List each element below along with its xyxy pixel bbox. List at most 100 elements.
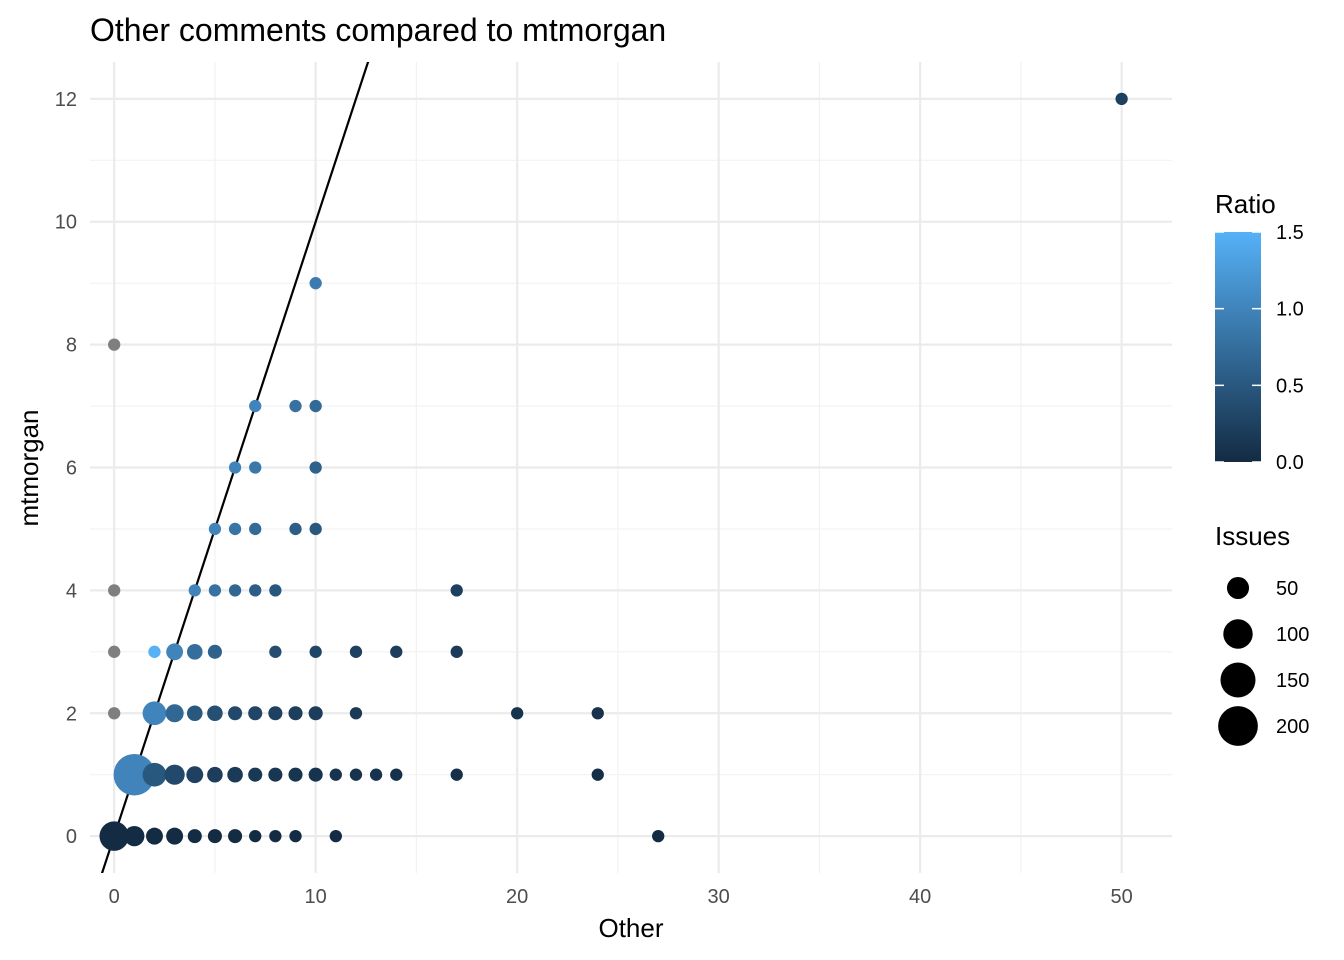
issues-legend-key (1220, 662, 1256, 698)
data-point (308, 706, 323, 721)
data-point (269, 829, 282, 843)
data-point (186, 644, 203, 660)
data-point (309, 522, 322, 536)
data-point (207, 766, 223, 783)
colorbar-tick-label: 0.5 (1276, 375, 1304, 397)
data-point (108, 707, 121, 720)
data-point (113, 753, 156, 796)
data-point (166, 643, 184, 661)
data-point (329, 829, 342, 843)
data-point (390, 645, 403, 658)
data-point (207, 705, 223, 722)
x-axis-title: Other (598, 913, 663, 943)
colorbar-tick-label: 1.5 (1276, 222, 1304, 244)
issues-legend-key (1226, 576, 1250, 600)
data-point (188, 584, 201, 597)
y-tick-label: 4 (66, 580, 77, 602)
x-tick-label: 40 (909, 886, 931, 908)
data-point (142, 701, 167, 726)
data-point (349, 645, 363, 658)
ratio-colorbar (1215, 232, 1261, 462)
y-axis-ticks: 0 2 4 6 8 10 12 (55, 89, 77, 848)
data-point (309, 277, 322, 290)
data-point (227, 766, 243, 783)
data-point (450, 768, 463, 781)
x-tick-label: 10 (305, 886, 327, 908)
data-point (249, 399, 262, 413)
data-point (228, 706, 243, 721)
data-point (248, 706, 263, 721)
data-point (187, 829, 202, 844)
data-point (207, 829, 222, 844)
data-point (148, 645, 161, 658)
data-point (186, 705, 203, 722)
issues-legend-label: 50 (1276, 578, 1298, 600)
data-point (228, 522, 242, 536)
data-point (186, 766, 204, 784)
data-point (207, 644, 222, 659)
data-point (288, 767, 303, 782)
colorbar-tick-label: 1.0 (1276, 299, 1304, 321)
points-layer (99, 92, 1128, 851)
data-point (269, 645, 282, 658)
y-tick-label: 12 (55, 89, 77, 111)
data-point (329, 768, 342, 781)
issues-legend-label: 100 (1276, 624, 1309, 646)
data-point (390, 768, 403, 781)
data-point (108, 338, 121, 351)
data-point (268, 767, 283, 782)
reference-line-layer (100, 62, 370, 873)
data-point (288, 706, 303, 721)
data-point (208, 522, 222, 536)
data-point (591, 768, 604, 781)
colorbar-tick-label: 0.0 (1276, 452, 1304, 474)
data-point (108, 645, 121, 658)
y-tick-label: 0 (66, 826, 77, 848)
data-point (146, 827, 163, 845)
issues-legend-key (1223, 619, 1253, 649)
y-tick-label: 10 (55, 212, 77, 234)
data-point (511, 707, 524, 720)
issues-legend: Issues 50 100 150 200 (1215, 521, 1309, 746)
issues-legend-key (1218, 706, 1258, 746)
data-point (108, 584, 121, 597)
data-point (309, 399, 322, 413)
y-tick-label: 8 (66, 335, 77, 357)
data-point (289, 829, 302, 843)
issues-legend-items: 50 100 150 200 (1218, 576, 1309, 746)
data-point (349, 707, 363, 720)
data-point (165, 704, 184, 723)
data-point (249, 461, 262, 474)
issues-legend-title: Issues (1215, 521, 1290, 551)
x-tick-label: 0 (109, 886, 120, 908)
x-tick-label: 50 (1111, 886, 1133, 908)
data-point (450, 584, 463, 597)
data-point (228, 584, 242, 597)
ratio-colorbar-ticks: 0.0 0.5 1.0 1.5 (1215, 222, 1304, 474)
data-point (450, 645, 463, 658)
data-point (228, 461, 242, 474)
chart-title: Other comments compared to mtmorgan (90, 12, 666, 48)
data-point (166, 827, 184, 845)
data-point (249, 584, 262, 597)
data-point (369, 768, 383, 781)
data-point (309, 645, 322, 658)
ratio-legend-title: Ratio (1215, 189, 1276, 219)
y-tick-label: 2 (66, 703, 77, 725)
y-axis-title: mtmorgan (14, 409, 44, 526)
data-point (309, 461, 322, 474)
data-point (289, 522, 302, 536)
data-point (308, 767, 323, 782)
data-point (289, 399, 302, 413)
x-axis-ticks: 0 10 20 30 40 50 (109, 886, 1133, 908)
data-point (249, 522, 262, 536)
data-point (1115, 92, 1128, 106)
data-point (99, 821, 129, 851)
data-point (248, 767, 263, 782)
data-point (142, 762, 167, 787)
data-point (268, 706, 283, 721)
ratio-legend: Ratio 0.0 0.5 1.0 1.5 (1215, 189, 1304, 474)
data-point (228, 829, 243, 844)
data-point (269, 584, 282, 597)
issues-legend-label: 200 (1276, 716, 1309, 738)
